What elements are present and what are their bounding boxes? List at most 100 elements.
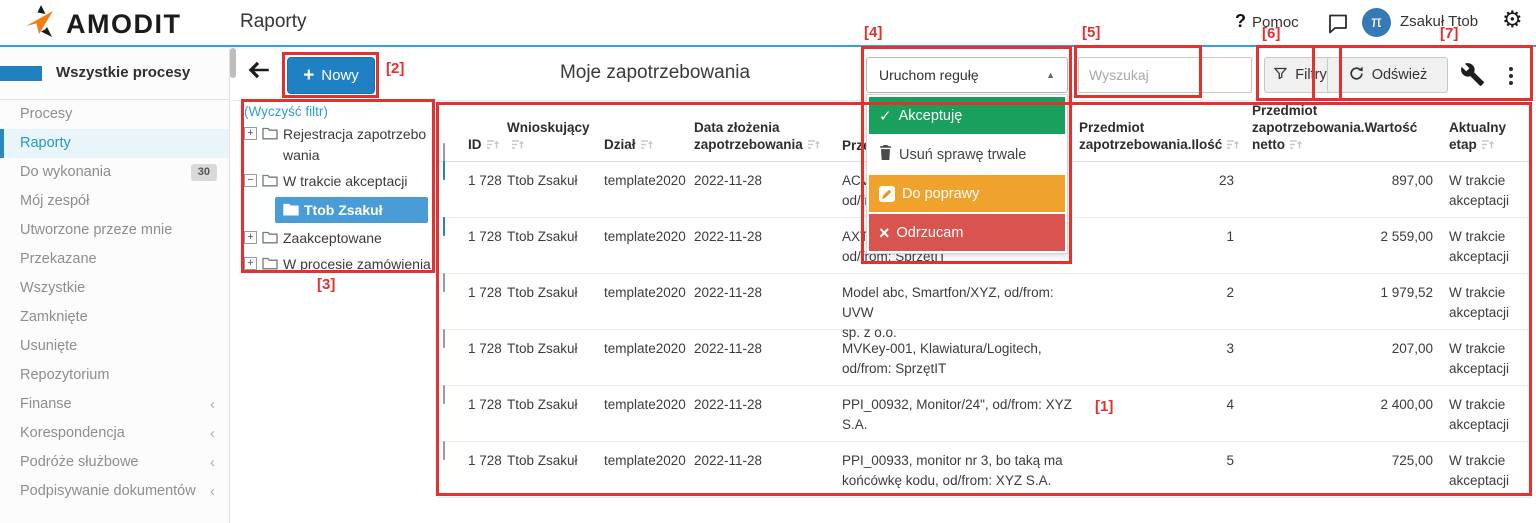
menu-item-do-poprawy[interactable]: Do poprawy: [869, 175, 1065, 212]
blue-bar-icon: [0, 66, 42, 81]
sidebar-item-wszystkie[interactable]: Wszystkie: [20, 280, 86, 296]
caret-up-icon: ▲: [1046, 70, 1055, 80]
plus-icon: +: [303, 65, 315, 86]
menu-item-usun-sprawe-trwale[interactable]: Usuń sprawę trwale: [869, 136, 1065, 173]
settings-gear-icon[interactable]: ⚙: [1502, 6, 1523, 32]
tree-node-w-trakcie-akceptacji[interactable]: − W trakcie akceptacji: [244, 171, 436, 192]
topbar: AMODIT Raporty ? Pomoc π Zsakuł Ttob ⚙: [0, 0, 1536, 45]
tree-node-rejestracja[interactable]: + Rejestracja zapotrzebowania: [244, 124, 436, 166]
chevron-left-icon: ‹: [210, 425, 215, 442]
sidebar-item-usuniete[interactable]: Usunięte: [20, 338, 78, 354]
sidebar-item-moj-zespol[interactable]: Mój zespół: [20, 193, 90, 209]
expand-plus-icon[interactable]: +: [244, 127, 257, 140]
question-icon: ?: [1235, 11, 1246, 31]
row-checkbox[interactable]: [443, 273, 445, 292]
folder-icon: [262, 231, 278, 247]
select-all-checkbox[interactable]: [443, 143, 445, 162]
sort-icon[interactable]: [807, 137, 820, 154]
collapse-minus-icon[interactable]: −: [244, 174, 257, 187]
folder-icon: [262, 127, 278, 143]
table-row[interactable]: 1 728 Ttob Zsakuł template2020 2022-11-2…: [437, 329, 1532, 386]
new-button[interactable]: + Nowy: [287, 57, 375, 94]
folder-icon: [262, 257, 278, 273]
tree-node-zaakceptowane[interactable]: + Zaakceptowane: [244, 228, 436, 249]
sidebar-item-utworzone[interactable]: Utworzone przeze mnie: [20, 222, 173, 238]
sidebar-nav: Procesy Raporty Do wykonania 30 Mój zespó…: [0, 100, 229, 506]
sidebar: Wszystkie procesy Procesy Raporty Do wyk…: [0, 47, 230, 523]
kebab-menu-icon[interactable]: [1504, 63, 1518, 89]
chevron-left-icon: ‹: [210, 483, 215, 500]
folder-icon: [283, 203, 299, 219]
sidebar-item-raporty[interactable]: Raporty: [0, 129, 229, 158]
col-header-ilosc[interactable]: Przedmiot zapotrzebowania.Ilość: [1077, 119, 1250, 162]
run-rule-dropdown-menu: ✓ Akceptuję Usuń sprawę trwale Do popraw…: [866, 94, 1068, 254]
avatar[interactable]: π: [1362, 8, 1391, 37]
chat-bubble-icon[interactable]: [1326, 11, 1350, 40]
sort-icon[interactable]: [1289, 137, 1302, 154]
sidebar-item-podpisywanie[interactable]: Podpisywanie dokumentów ‹: [0, 477, 229, 506]
user-name[interactable]: Zsakuł Ttob: [1400, 13, 1479, 30]
filters-button[interactable]: Filtry: [1264, 57, 1336, 93]
chevron-left-icon: ‹: [210, 396, 215, 413]
refresh-button[interactable]: Odśwież: [1327, 57, 1448, 93]
amodit-logo[interactable]: AMODIT: [22, 4, 181, 45]
sidebar-item-procesy[interactable]: Procesy: [20, 106, 73, 122]
sort-icon[interactable]: [511, 137, 524, 154]
row-checkbox[interactable]: [443, 441, 445, 460]
scrollbar-thumb[interactable]: [230, 48, 236, 78]
sidebar-item-do-wykonania[interactable]: Do wykonania 30: [0, 158, 229, 187]
report-title: Moje zapotrzebowania: [559, 62, 751, 83]
sort-icon[interactable]: [1226, 137, 1240, 154]
row-checkbox[interactable]: [443, 385, 445, 404]
expand-plus-icon[interactable]: +: [244, 257, 257, 270]
trash-icon: [879, 145, 892, 164]
tree-node-w-procesie-zamowienia[interactable]: + W procesie zamówienia: [244, 254, 436, 275]
x-icon: ×: [879, 222, 890, 243]
search-input[interactable]: [1078, 57, 1252, 93]
table-row[interactable]: 1 728 Ttob Zsakuł template2020 2022-11-2…: [437, 441, 1532, 498]
col-header-wartosc-netto[interactable]: Przedmiot zapotrzebowania.Wartość netto: [1252, 103, 1418, 154]
expand-plus-icon[interactable]: +: [244, 231, 257, 244]
wrench-icon[interactable]: [1460, 62, 1486, 88]
folder-icon: [262, 174, 278, 190]
col-header-aktualny-etap[interactable]: Aktualny etap: [1449, 120, 1507, 154]
menu-item-odrzucam[interactable]: × Odrzucam: [869, 214, 1065, 251]
amodit-star-icon: [22, 4, 58, 45]
clear-filter-link[interactable]: (Wyczyść filtr): [244, 104, 328, 119]
run-rule-select[interactable]: Uruchom regułę ▲: [866, 57, 1068, 93]
table-row[interactable]: 1 728 Ttob Zsakuł template2020 2022-11-2…: [437, 273, 1532, 340]
annotation-label-3: [3]: [317, 276, 336, 293]
sidebar-item-repozytorium[interactable]: Repozytorium: [20, 367, 110, 383]
sidebar-item-korespondencja[interactable]: Korespondencja ‹: [0, 419, 229, 448]
help-button[interactable]: ? Pomoc: [1235, 11, 1299, 31]
tree-filter-panel: (Wyczyść filtr) + Rejestracja zapotrzebo…: [244, 102, 436, 275]
annotation-label-2: [2]: [386, 60, 405, 77]
sort-icon[interactable]: [640, 137, 653, 154]
col-header-wnioskujacy[interactable]: Wnioskujący: [505, 119, 602, 162]
sidebar-item-przekazane[interactable]: Przekazane: [20, 251, 97, 267]
sort-icon[interactable]: [1481, 137, 1494, 154]
edit-pencil-icon: [879, 185, 895, 202]
brand-name: AMODIT: [66, 9, 182, 39]
sidebar-item-zamkniete[interactable]: Zamknięte: [20, 309, 88, 325]
menu-item-akceptuje[interactable]: ✓ Akceptuję: [869, 97, 1065, 134]
col-header-id[interactable]: ID: [466, 136, 505, 162]
count-badge: 30: [190, 164, 217, 181]
sidebar-header: Wszystkie procesy: [0, 47, 229, 100]
sidebar-item-finanse[interactable]: Finanse ‹: [0, 390, 229, 419]
row-checkbox[interactable]: [443, 329, 445, 348]
row-checkbox[interactable]: [443, 161, 445, 180]
col-header-data-zlozenia[interactable]: Data złożenia zapotrzebowania: [692, 119, 840, 162]
header-divider: [0, 45, 1536, 47]
tree-node-ttob-zsakul-selected[interactable]: Ttob Zsakuł: [275, 197, 428, 223]
check-icon: ✓: [879, 107, 892, 125]
sort-icon[interactable]: [486, 137, 499, 154]
funnel-icon: [1273, 66, 1288, 85]
sidebar-item-podroze[interactable]: Podróże służbowe ‹: [0, 448, 229, 477]
col-header-dzial[interactable]: Dział: [602, 136, 692, 162]
back-arrow-button[interactable]: [246, 57, 272, 83]
page-title: Raporty: [240, 11, 307, 32]
table-row[interactable]: 1 728 Ttob Zsakuł template2020 2022-11-2…: [437, 385, 1532, 442]
row-checkbox[interactable]: [443, 217, 445, 236]
